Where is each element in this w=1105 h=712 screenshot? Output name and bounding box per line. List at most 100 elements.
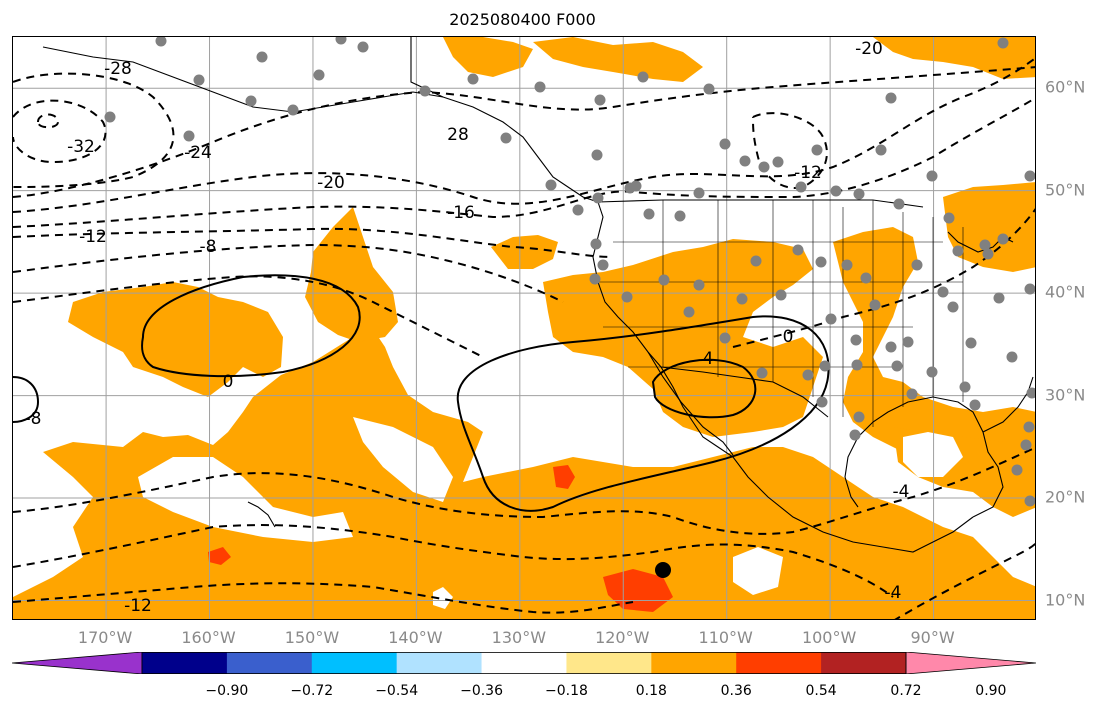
colorbar-tick-label: 0.36 <box>720 683 752 699</box>
fill-region-great-lakes <box>943 182 1035 272</box>
colorbar-tick-label: −0.18 <box>544 683 588 699</box>
map-title: 2025080400 F000 <box>449 10 596 29</box>
colorbar-segment <box>142 652 228 674</box>
station-dot <box>750 255 762 267</box>
station-dot <box>906 388 918 400</box>
station-dot <box>979 239 991 251</box>
station-dot <box>637 71 649 83</box>
station-dot <box>943 212 955 224</box>
station-dot <box>993 292 1005 304</box>
station-dot <box>969 399 981 411</box>
station-dot <box>256 51 268 63</box>
colorbar-tick-label: −0.72 <box>290 683 334 699</box>
station-dot <box>819 360 831 372</box>
station-dot <box>802 369 814 381</box>
coast-hawaii <box>247 501 276 528</box>
contour-label: 0 <box>783 327 794 347</box>
fill-region-hudson <box>873 37 1035 79</box>
colorbar-segment <box>396 652 483 674</box>
contour-four <box>651 358 757 419</box>
colorbar-tick-label: 0.72 <box>890 683 922 699</box>
contour-minus28 <box>13 72 175 188</box>
station-dot <box>621 291 633 303</box>
station-dot <box>997 233 1009 245</box>
contour-label: -16 <box>447 203 475 223</box>
station-dot <box>947 301 959 313</box>
station-dot <box>911 259 923 271</box>
contour-minus8 <box>13 243 564 303</box>
contour-label: 4 <box>703 349 714 369</box>
gap-west-pacific <box>138 457 353 542</box>
station-dot <box>736 293 748 305</box>
station-dot <box>893 198 905 210</box>
colorbar <box>12 652 1036 674</box>
gap-mid-pacific <box>353 417 453 502</box>
station-dot <box>597 259 609 271</box>
longitude-label: 90°W <box>910 628 955 647</box>
contour-label: -28 <box>104 59 132 79</box>
station-dot <box>952 245 964 257</box>
colorbar-tick-label: 0.54 <box>805 683 837 699</box>
map-panel[interactable]: -28 -32 -24 28 -20 -16 -12 -8 0 0 4 -12 -20 -4 -4 -12 -8 <box>12 36 1036 620</box>
marker-black-dot[interactable] <box>655 562 671 578</box>
contour-label: -4 <box>885 583 902 603</box>
station-dot <box>885 341 897 353</box>
station-dot <box>815 256 827 268</box>
fill-region-pacific <box>13 329 1035 619</box>
contour-label: -4 <box>893 482 910 502</box>
colorbar-outline <box>141 652 907 674</box>
station-dot <box>1026 387 1035 399</box>
station-dot <box>624 182 636 194</box>
contour-label: 28 <box>447 125 469 145</box>
map-svg: -28 -32 -24 28 -20 -16 -12 -8 0 0 4 -12 -20 -4 -4 -12 -8 <box>13 37 1035 619</box>
contour-label: -20 <box>317 173 345 193</box>
station-dot <box>850 334 862 346</box>
station-dot <box>926 170 938 182</box>
longitude-label: 170°W <box>77 628 133 647</box>
station-dot <box>313 69 325 81</box>
colorbar-segment <box>821 652 907 674</box>
station-dot <box>772 156 784 168</box>
shaded-field <box>13 37 1035 619</box>
colorbar-tick-label: 0.90 <box>975 683 1007 699</box>
contour-label: -8 <box>25 409 42 429</box>
station-dot <box>853 411 865 423</box>
station-dot <box>534 81 546 93</box>
station-dot <box>589 273 601 285</box>
contour-minus8-south <box>13 524 894 598</box>
station-dot <box>830 185 842 197</box>
station-dot <box>1023 421 1035 433</box>
station-dot <box>1006 351 1018 363</box>
station-dot <box>693 279 705 291</box>
station-dot <box>869 299 881 311</box>
coast-florida <box>982 376 1034 433</box>
station-dot <box>982 248 994 260</box>
contour-minus24 <box>13 66 1035 198</box>
gap-mexico <box>733 547 783 595</box>
station-dot <box>419 85 431 97</box>
station-dot <box>658 274 670 286</box>
station-dot <box>357 41 369 53</box>
latitude-label: 40°N <box>1045 282 1086 302</box>
gap-gulf-hole <box>903 432 963 477</box>
station-dot <box>795 181 807 193</box>
longitude-label: 140°W <box>388 628 443 647</box>
fill-region-coast-west <box>491 235 558 269</box>
station-dot <box>885 92 897 104</box>
coastlines <box>42 37 1034 553</box>
contour-minus12-southeast <box>894 542 1035 619</box>
high-spot-1 <box>603 569 673 612</box>
contour-minus12-south <box>13 582 634 614</box>
station-dot <box>959 381 971 393</box>
contour-minus4-south <box>13 446 1035 535</box>
station-dot <box>1024 283 1035 295</box>
station-dot <box>902 336 914 348</box>
contour-label: -8 <box>200 237 217 257</box>
contour-minus20 <box>13 57 1035 213</box>
contour-zero-west <box>141 274 361 378</box>
station-dot <box>739 155 751 167</box>
negative-contours <box>13 57 1035 619</box>
contour-label: -24 <box>184 143 212 163</box>
fill-region-canada-north <box>533 37 703 82</box>
station-dot <box>183 130 195 142</box>
